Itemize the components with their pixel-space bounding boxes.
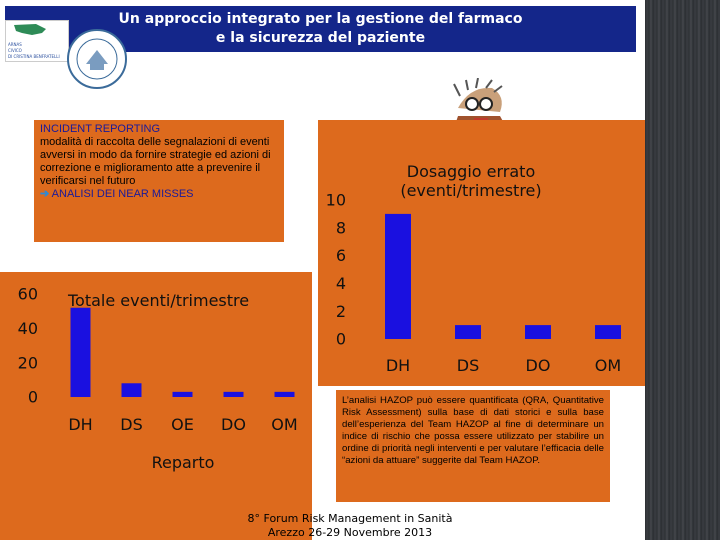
bar-do bbox=[223, 391, 244, 397]
x-tick-label: DH bbox=[386, 356, 410, 375]
x-tick-label: DS bbox=[457, 356, 479, 375]
logo-text-1: ARNAS bbox=[8, 42, 22, 47]
chart-totale-panel bbox=[0, 272, 312, 540]
round-seal-icon bbox=[66, 28, 128, 94]
bar-oe bbox=[172, 391, 193, 397]
bar-do bbox=[525, 325, 551, 339]
page-title-line1: Un approccio integrato per la gestione d… bbox=[118, 11, 523, 27]
bar-ds bbox=[455, 325, 481, 339]
y-tick-label: 2 bbox=[336, 302, 346, 321]
x-tick-label: OM bbox=[595, 356, 621, 375]
chart-dosaggio-panel bbox=[318, 120, 645, 386]
incident-body: modalità di raccolta delle segnalazioni … bbox=[40, 136, 271, 187]
bar-om bbox=[595, 325, 621, 339]
x-tick-label: OE bbox=[171, 415, 194, 434]
chart-title: Dosaggio errato bbox=[407, 162, 535, 181]
logo-text-2: CIVICO bbox=[8, 48, 22, 53]
y-tick-label: 10 bbox=[326, 191, 346, 210]
chart-totale-eventi: 0 20 40 60 DH DS OE DO OM Totale eventi/trimestre… bbox=[18, 285, 298, 472]
y-tick-label: 60 bbox=[18, 285, 38, 304]
bar-dh bbox=[385, 213, 411, 339]
bar-dh bbox=[70, 307, 91, 397]
footer-line2: Arezzo 26-29 Novembre 2013 bbox=[267, 526, 433, 539]
y-tick-label: 4 bbox=[336, 274, 346, 293]
footer-line1: 8° Forum Risk Management in Sanità bbox=[247, 512, 453, 525]
logo-text-3: DI CRISTINA BENFRATELLI bbox=[8, 54, 60, 59]
incident-reporting-panel bbox=[34, 120, 284, 242]
hazop-info-panel bbox=[336, 390, 610, 502]
chart-dosaggio-errato: 0 2 4 6 8 10 DH DS DO OM Dosaggio errato(eventi/tr… bbox=[326, 162, 622, 375]
incident-heading: INCIDENT REPORTING bbox=[40, 123, 160, 135]
y-tick-label: 6 bbox=[336, 246, 346, 265]
y-tick-label: 40 bbox=[18, 319, 38, 338]
chart-title: Totale eventi/trimestre bbox=[67, 291, 249, 310]
x-axis-label: Reparto bbox=[152, 453, 215, 472]
decorative-sidebar bbox=[645, 0, 720, 540]
chart-title: (eventi/trimestre) bbox=[400, 181, 541, 200]
hazop-info-text: L’analisi HAZOP può essere quantificata … bbox=[342, 395, 604, 466]
y-tick-label: 8 bbox=[336, 218, 346, 237]
y-tick-label: 20 bbox=[18, 353, 38, 372]
x-tick-label: DS bbox=[120, 415, 142, 434]
page-title-line2: e la sicurezza del paziente bbox=[215, 30, 426, 46]
bar-om bbox=[274, 391, 295, 397]
x-tick-label: OM bbox=[271, 415, 297, 434]
hospital-logo bbox=[5, 20, 69, 62]
x-tick-label: DO bbox=[526, 356, 551, 375]
x-tick-label: DH bbox=[68, 415, 92, 434]
incident-reporting-text: INCIDENT REPORTING modalità di raccolta … bbox=[40, 123, 280, 201]
bar-ds bbox=[121, 383, 142, 397]
y-tick-label: 0 bbox=[336, 330, 346, 349]
y-tick-label: 0 bbox=[28, 388, 38, 407]
near-misses-label: ANALISI DEI NEAR MISSES bbox=[51, 188, 194, 200]
x-tick-label: DO bbox=[221, 415, 246, 434]
arrow-right-icon: ➔ bbox=[40, 188, 50, 200]
